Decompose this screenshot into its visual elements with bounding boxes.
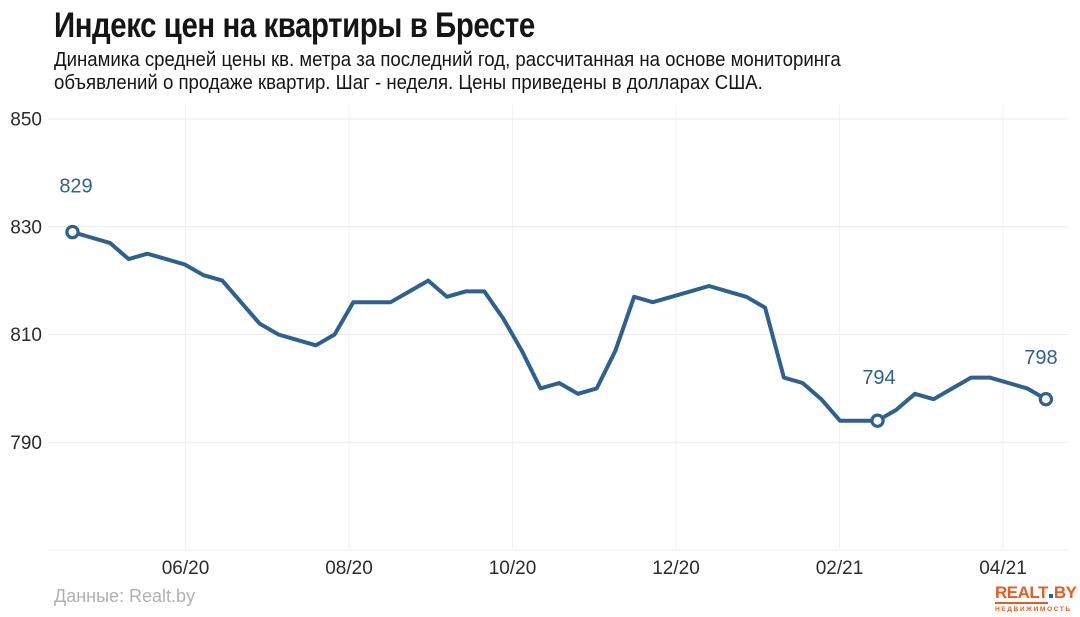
chart-subtitle: Динамика средней цены кв. метра за после… bbox=[54, 49, 841, 95]
logo-wordmark: REALT BY bbox=[995, 583, 1077, 604]
y-tick-label: 790 bbox=[10, 433, 42, 454]
data-source-label: Данные: Realt.by bbox=[54, 586, 196, 606]
data-point-label: 798 bbox=[1024, 347, 1057, 369]
data-point-marker bbox=[870, 413, 885, 428]
x-tick-label: 02/21 bbox=[816, 558, 864, 579]
data-point-marker bbox=[65, 224, 80, 240]
x-tick-label: 08/20 bbox=[325, 558, 373, 579]
price-index-line-chart: 06/20 08/20 10/20 12/20 02/21 04/21 850 830 810 7… bbox=[10, 105, 1068, 579]
logo-dot-icon bbox=[1048, 594, 1053, 598]
x-tick-label: 04/21 bbox=[979, 558, 1027, 579]
data-point-label: 829 bbox=[59, 176, 92, 198]
subtitle-line-1: Динамика средней цены кв. метра за после… bbox=[54, 49, 841, 71]
chart-title: Индекс цен на квартиры в Бресте bbox=[54, 6, 535, 45]
data-point-label: 794 bbox=[862, 367, 895, 389]
x-tick-label: 06/20 bbox=[162, 558, 210, 579]
y-tick-label: 850 bbox=[10, 110, 42, 131]
x-tick-label: 10/20 bbox=[489, 558, 537, 579]
price-line bbox=[70, 230, 1048, 423]
x-tick-label: 12/20 bbox=[652, 558, 700, 579]
logo-realt-text: REALT bbox=[995, 583, 1048, 604]
logo-by-text: BY bbox=[1053, 583, 1077, 602]
logo-tagline: НЕДВИЖИМОСТЬ bbox=[995, 606, 1072, 613]
y-tick-label: 830 bbox=[10, 217, 42, 238]
y-tick-label: 810 bbox=[10, 325, 42, 346]
subtitle-line-2: объявлений о продаже квартир. Шаг - неде… bbox=[54, 72, 763, 94]
realt-by-logo: REALT BY НЕДВИЖИМОСТЬ bbox=[995, 583, 1077, 614]
data-point-marker bbox=[1038, 392, 1054, 407]
